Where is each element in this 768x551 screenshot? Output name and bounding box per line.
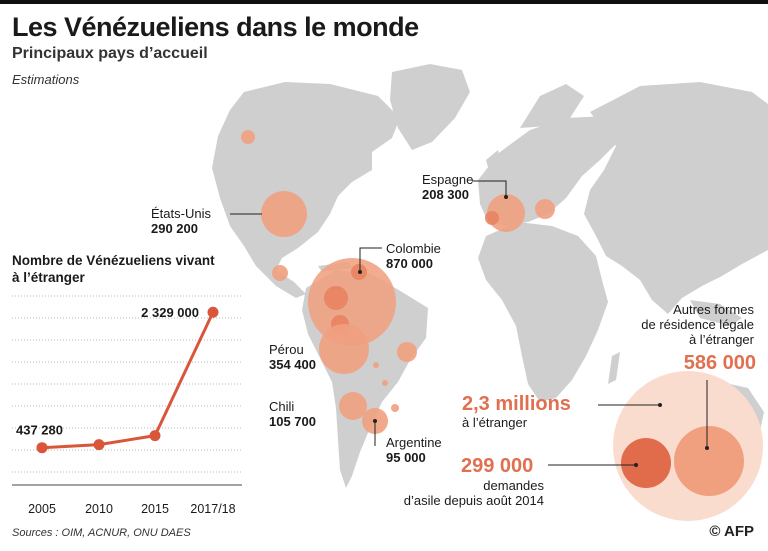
data-label-last: 2 329 000 [141, 305, 199, 320]
asylum-line-2: d’asile depuis août 2014 [403, 493, 544, 508]
scandinavia-shape [520, 84, 584, 128]
page-title: Les Vénézueliens dans le monde [12, 12, 419, 42]
bubble-mexique [272, 265, 288, 281]
asylum-value: 299 000 [461, 455, 534, 477]
country-name: Pérou [269, 342, 304, 357]
country-value: 354 400 [269, 357, 316, 372]
bubble-perou [319, 324, 369, 374]
label-perou: Pérou 354 400 [269, 342, 316, 372]
data-point-2010 [93, 439, 105, 451]
greenland-shape [390, 64, 470, 150]
label-colombie: Colombie 870 000 [386, 241, 441, 271]
label-chili: Chili 105 700 [269, 399, 316, 429]
other-forms-line-2: de résidence légale [641, 317, 754, 332]
afp-credit: © AFP [709, 523, 754, 540]
summary-leader-dots [634, 403, 709, 467]
summary-other-bubble [674, 426, 744, 496]
asia-shape [584, 82, 768, 314]
bubble-italie [535, 199, 555, 219]
leader-dots [358, 195, 508, 423]
sea-islands-shape [690, 300, 742, 326]
label-etats-unis: États-Unis 290 200 [151, 206, 211, 236]
leader-lines [230, 180, 507, 446]
country-value: 105 700 [269, 414, 316, 429]
country-name: Espagne [422, 172, 474, 187]
top-rule [0, 0, 768, 4]
bubble-canada [241, 130, 255, 144]
total-value: 2,3 millions [462, 393, 571, 415]
chart-labels: 2005 2010 2015 2017/18 437 280 2 329 000 [16, 305, 236, 516]
data-point-2015 [149, 430, 161, 442]
data-point-2017/18 [207, 306, 219, 318]
chart-title: Nombre de Vénézueliens vivant à l’étrang… [12, 253, 215, 285]
summary-leaders [548, 380, 708, 466]
country-name: Argentine [386, 435, 442, 450]
other-forms-label: Autres formes de résidence légale à l’ét… [626, 302, 754, 347]
summary-asylum-bubble [621, 438, 671, 488]
britain-shape [486, 150, 504, 182]
label-espagne: Espagne 208 300 [422, 172, 473, 202]
page-subtitle: Principaux pays d’accueil [12, 45, 208, 62]
chart-grid [12, 295, 242, 486]
country-name: Colombie [386, 241, 441, 256]
bubble-portugal [485, 211, 499, 225]
north-america-shape [212, 82, 400, 298]
series-line [41, 311, 215, 450]
country-value: 290 200 [151, 221, 198, 236]
data-point-2005 [36, 442, 48, 454]
country-name: Chili [269, 399, 295, 414]
asylum-label: demandes d’asile depuis août 2014 [400, 478, 544, 508]
leader-espagne [472, 180, 507, 197]
bubble-panama [324, 286, 348, 310]
country-value: 208 300 [422, 187, 469, 202]
africa-shape [478, 222, 608, 402]
total-label: à l’étranger [462, 415, 528, 430]
chart-series [36, 306, 219, 454]
asylum-line-1: demandes [483, 478, 544, 493]
leader-colombie [359, 247, 382, 272]
bubble-bolivie [373, 362, 379, 368]
data-label-first: 437 280 [16, 423, 63, 438]
bubble-etats-unis [261, 191, 307, 237]
estimations-note: Estimations [12, 72, 80, 87]
bubble-bresil [397, 342, 417, 362]
bubble-colombie [308, 258, 396, 346]
sources-note: Sources : OIM, ACNUR, ONU DAES [12, 527, 191, 539]
other-forms-value: 586 000 [683, 352, 756, 374]
country-value: 95 000 [386, 450, 426, 465]
bubble-paraguay [382, 380, 388, 386]
x-tick-label: 2005 [28, 502, 56, 516]
other-forms-line-1: Autres formes [673, 302, 754, 317]
country-name: États-Unis [151, 206, 211, 221]
label-argentine: Argentine 95 000 [386, 435, 442, 465]
country-value: 870 000 [386, 256, 433, 271]
x-tick-label: 2015 [141, 502, 169, 516]
bubble-chili [339, 392, 367, 420]
other-forms-line-3: à l’étranger [688, 332, 754, 347]
x-tick-label: 2017/18 [190, 502, 235, 516]
bubble-uruguay [391, 404, 399, 412]
x-tick-label: 2010 [85, 502, 113, 516]
madagascar-shape [608, 352, 620, 384]
